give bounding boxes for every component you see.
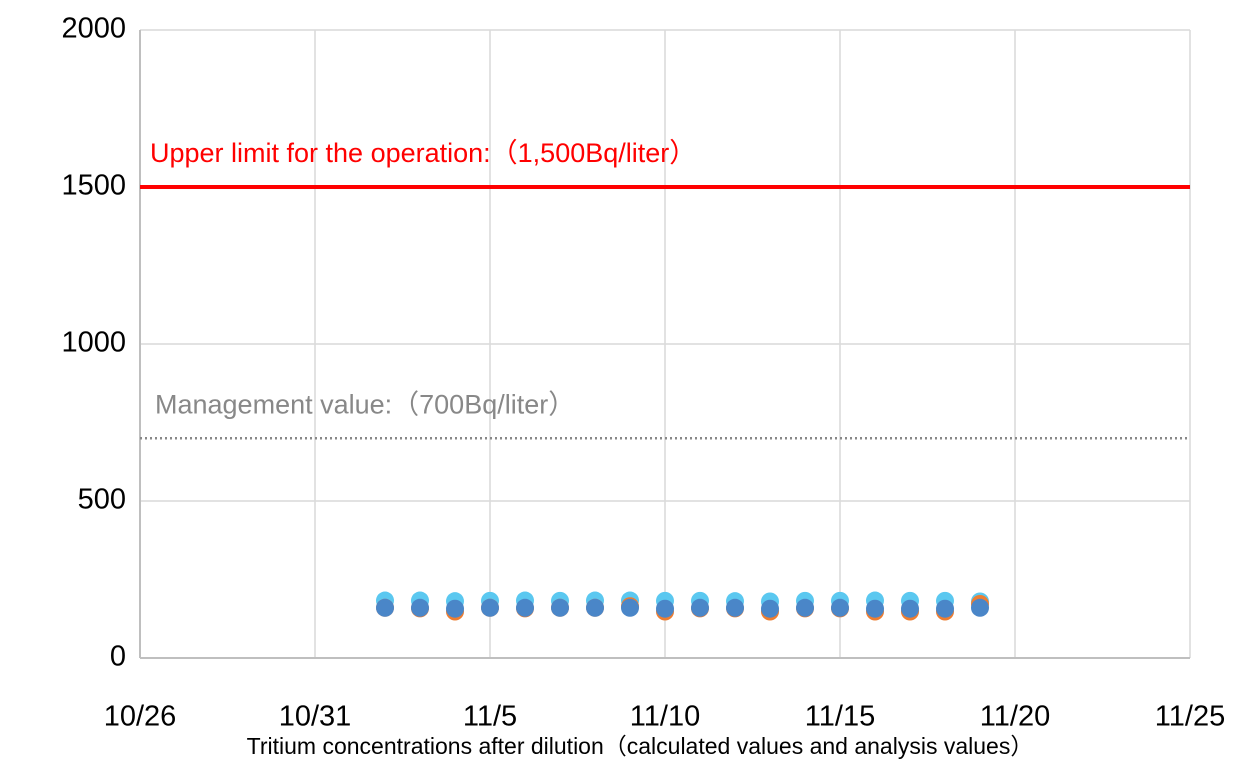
y-tick-label: 1500: [61, 170, 126, 202]
point: [831, 598, 849, 617]
point: [971, 598, 989, 617]
point: [761, 599, 779, 618]
point: [901, 599, 919, 618]
reference-label: Management value:（700Bq/liter）: [155, 389, 575, 419]
point: [481, 598, 499, 617]
point: [446, 599, 464, 618]
point: [936, 599, 954, 618]
x-tick-label: 10/26: [104, 701, 177, 733]
point: [726, 598, 744, 617]
point: [376, 598, 394, 617]
x-axis-label: Tritium concentrations after dilution（ca…: [247, 733, 1034, 759]
y-tick-label: 1000: [61, 327, 126, 359]
x-tick-label: 11/20: [980, 701, 1050, 733]
point: [866, 599, 884, 618]
y-tick-label: 0: [110, 641, 126, 673]
point: [411, 598, 429, 617]
point: [691, 598, 709, 617]
x-tick-label: 11/10: [630, 701, 700, 733]
point: [586, 598, 604, 617]
x-tick-label: 11/25: [1155, 701, 1225, 733]
point: [621, 598, 639, 617]
point: [551, 598, 569, 617]
x-tick-label: 10/31: [279, 701, 352, 733]
point: [796, 598, 814, 617]
y-tick-label: 500: [78, 484, 126, 516]
reference-label: Upper limit for the operation:（1,500Bq/l…: [150, 138, 696, 168]
x-tick-label: 11/15: [805, 701, 875, 733]
point: [656, 599, 674, 618]
point: [516, 598, 534, 617]
y-tick-label: 2000: [61, 13, 126, 45]
x-tick-label: 11/5: [463, 701, 517, 733]
